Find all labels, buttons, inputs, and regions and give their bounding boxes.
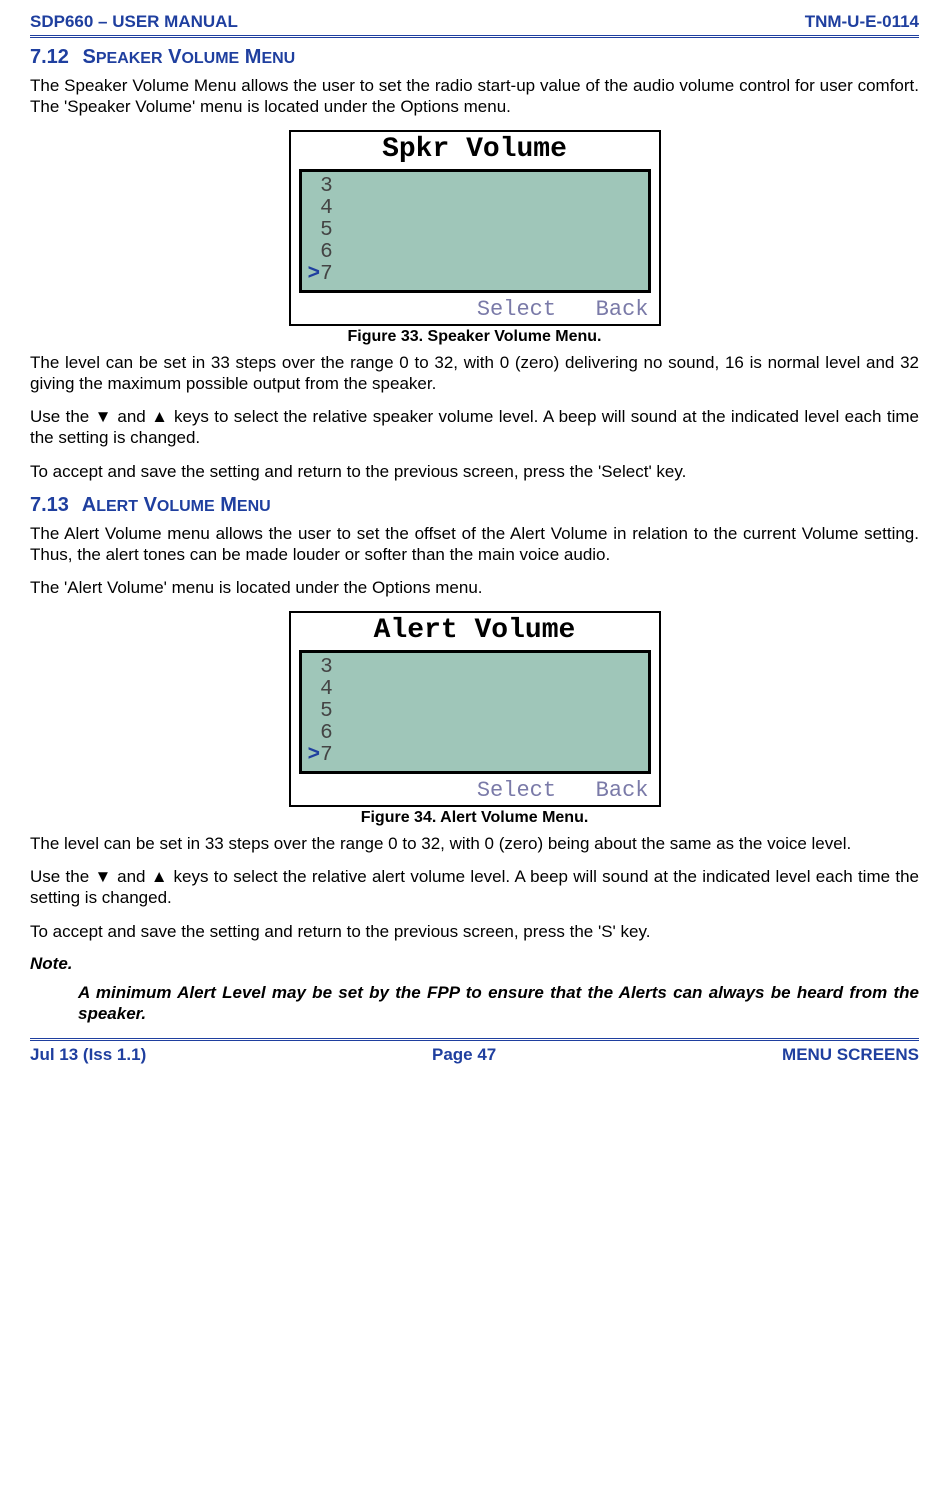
footer-rule (30, 1038, 919, 1041)
page-footer: Jul 13 (Iss 1.1) Page 47 MENU SCREENS (30, 1045, 919, 1065)
heading-word: A (82, 494, 96, 516)
header-rule (30, 35, 919, 38)
lcd-screen: Spkr Volume 3 4 5 6 >7 Select Back (289, 130, 661, 326)
section-heading-7-13: 7.13 ALERT VOLUME MENU (30, 494, 919, 517)
heading-word: V (144, 494, 157, 516)
lcd-softkeys: Select Back (291, 293, 659, 324)
figure-34: Alert Volume 3 4 5 6 >7 Select Back (30, 611, 919, 807)
body-para: Use the ▼ and ▲ keys to select the relat… (30, 406, 919, 449)
page-root: SDP660 – USER MANUAL TNM-U-E-0114 7.12 S… (0, 0, 949, 1083)
figure-caption: Figure 34. Alert Volume Menu. (30, 809, 919, 827)
footer-center: Page 47 (432, 1045, 496, 1065)
section-number: 7.12 (30, 46, 69, 68)
heading-word: M (220, 494, 237, 516)
lcd-screen: Alert Volume 3 4 5 6 >7 Select Back (289, 611, 661, 807)
heading-word: M (245, 46, 262, 68)
lcd-list: 3 4 5 6 >7 (299, 650, 651, 774)
body-para: To accept and save the setting and retur… (30, 461, 919, 482)
body-para: The 'Alert Volume' menu is located under… (30, 577, 919, 598)
header-right: TNM-U-E-0114 (805, 12, 919, 32)
footer-left: Jul 13 (Iss 1.1) (30, 1045, 146, 1065)
section-heading-7-12: 7.12 SPEAKER VOLUME MENU (30, 46, 919, 69)
body-para: Use the ▼ and ▲ keys to select the relat… (30, 866, 919, 909)
list-item: 5 (308, 701, 642, 723)
body-para: The Speaker Volume Menu allows the user … (30, 75, 919, 118)
list-item: 3 (308, 176, 642, 198)
list-item: 4 (308, 679, 642, 701)
list-item: 5 (308, 220, 642, 242)
page-header: SDP660 – USER MANUAL TNM-U-E-0114 (30, 12, 919, 35)
selection-pointer-icon: > (308, 263, 321, 286)
figure-caption: Figure 33. Speaker Volume Menu. (30, 328, 919, 346)
lcd-title: Alert Volume (291, 613, 659, 650)
list-item: 6 (308, 242, 642, 264)
body-para: The Alert Volume menu allows the user to… (30, 523, 919, 566)
list-item-selected: >7 (308, 264, 642, 286)
heading-word: V (168, 46, 181, 68)
section-number: 7.13 (30, 494, 69, 516)
body-para: The level can be set in 33 steps over th… (30, 352, 919, 395)
lcd-softkeys: Select Back (291, 774, 659, 805)
note-label: Note. (30, 954, 919, 974)
note-body: A minimum Alert Level may be set by the … (78, 982, 919, 1025)
selection-pointer-icon: > (308, 744, 321, 767)
lcd-list: 3 4 5 6 >7 (299, 169, 651, 293)
heading-word: S (83, 46, 96, 68)
list-item: 4 (308, 198, 642, 220)
list-item-selected: >7 (308, 745, 642, 767)
figure-33: Spkr Volume 3 4 5 6 >7 Select Back (30, 130, 919, 326)
header-left: SDP660 – USER MANUAL (30, 12, 238, 32)
body-para: The level can be set in 33 steps over th… (30, 833, 919, 854)
lcd-title: Spkr Volume (291, 132, 659, 169)
body-para: To accept and save the setting and retur… (30, 921, 919, 942)
list-item: 3 (308, 657, 642, 679)
footer-right: MENU SCREENS (782, 1045, 919, 1065)
list-item: 6 (308, 723, 642, 745)
